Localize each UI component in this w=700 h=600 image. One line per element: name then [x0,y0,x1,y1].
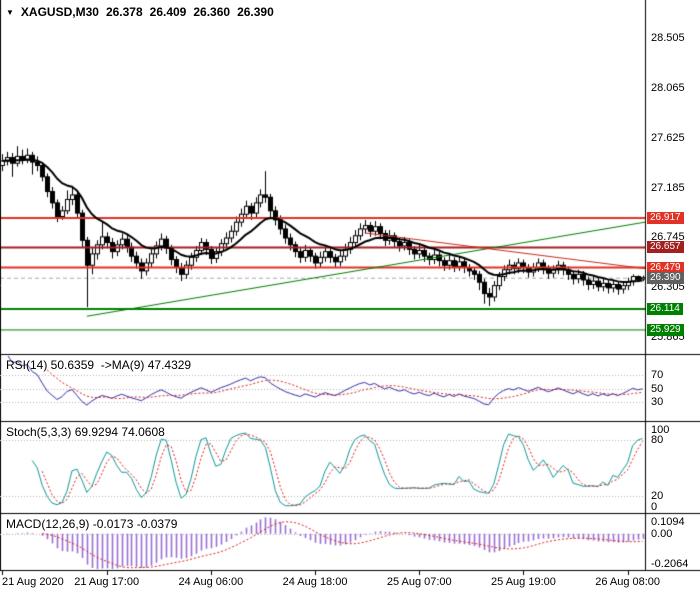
stoch-axis-label: 20 [651,489,664,502]
rsi-axis-label: 30 [651,395,664,408]
chart-header: ▼ XAGUSD,M30 26.378 26.409 26.360 26.390 [6,5,274,19]
macd-axis-label: 0.1094 [651,516,685,528]
macd-axis-label: -0.2064 [651,558,689,570]
stoch-axis-label: 0 [651,501,658,513]
stoch-axis-label: 100 [651,424,670,436]
price-axis-label: 26.305 [651,281,685,294]
symbol-collapse-icon[interactable]: ▼ [6,8,14,17]
rsi-indicator-label: RSI(14) 50.6359 ->MA(9) 47.4329 [6,358,192,372]
ohlc-high: 26.409 [149,5,187,19]
time-axis-label: 25 Aug 19:00 [491,576,556,588]
price-axis-label: 28.505 [651,31,685,44]
time-axis-label: 24 Aug 06:00 [178,576,244,588]
price-axis-label: 27.625 [651,131,685,144]
price-level-badge: 25.929 [647,323,684,336]
time-axis-label: 21 Aug 2020 [2,576,64,588]
ohlc-close: 26.390 [237,5,274,19]
rsi-axis-label: 70 [651,369,664,382]
price-axis-label: 26.745 [651,231,685,244]
symbol-label: XAGUSD,M30 [20,5,99,19]
rsi-axis-label: 50 [651,382,664,395]
macd-indicator-label: MACD(12,26,9) -0.0173 -0.0379 [6,517,178,531]
price-level-badge: 26.479 [647,261,684,274]
current-price-badge: 26.390 [647,271,684,284]
price-axis-label: 28.065 [651,81,685,94]
stoch-axis-label: 80 [651,434,664,447]
time-axis-label: 25 Aug 07:00 [386,576,452,588]
price-level-badge: 26.917 [647,211,684,224]
time-axis-label: 21 Aug 17:00 [74,576,140,588]
price-level-badge: 26.114 [647,302,683,315]
time-axis-label: 24 Aug 18:00 [282,576,348,588]
stoch-indicator-label: Stoch(5,3,3) 69.9294 74.0608 [6,425,165,439]
price-level-badge: 26.657 [647,241,684,254]
ohlc-open: 26.378 [105,5,143,19]
price-axis-label: 27.185 [651,181,685,194]
macd-axis-label: 0.00 [651,527,673,540]
time-axis-label: 26 Aug 08:00 [595,576,661,588]
ohlc-low: 26.360 [193,5,231,19]
